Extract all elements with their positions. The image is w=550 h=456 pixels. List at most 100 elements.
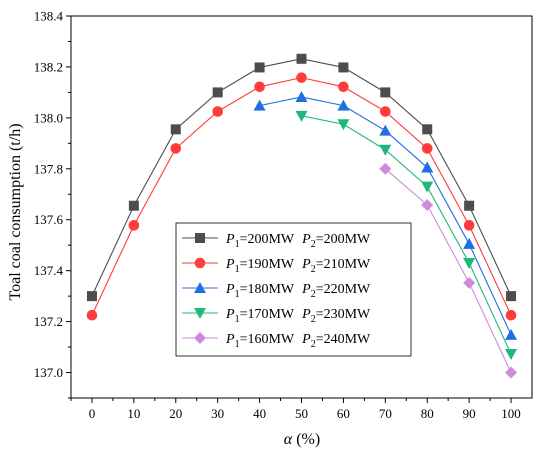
data-point: [379, 144, 392, 156]
legend-marker: [194, 332, 206, 344]
y-axis-ticks: 137.0 137.2 137.4 137.6 137.8 138.0 138.2 138.4: [34, 9, 71, 399]
data-point: [296, 53, 307, 64]
legend-p2-value: =240MW: [316, 332, 371, 347]
y-tick-label: 138.2: [34, 59, 63, 74]
legend-p1-subscript: 1: [235, 239, 240, 250]
legend-p1-subscript: 1: [235, 314, 240, 325]
legend-label: P1=200MW P2=200MW: [225, 232, 371, 250]
legend-item: P1=170MW P2=230MW: [182, 307, 371, 325]
x-axis-title: α (%): [284, 431, 320, 448]
data-point: [296, 72, 307, 83]
legend-p1-value: =180MW: [240, 282, 295, 297]
data-point: [295, 110, 308, 122]
legend-p2-symbol: P: [301, 232, 311, 247]
x-axis-symbol: α: [284, 431, 293, 448]
legend-p2-symbol: P: [301, 282, 311, 297]
series-2: [86, 72, 517, 321]
data-point: [379, 124, 392, 136]
data-point: [295, 90, 308, 102]
data-point: [337, 99, 350, 111]
series-3: [253, 90, 518, 340]
legend-marker: [194, 308, 206, 319]
data-point: [170, 124, 181, 135]
data-point: [338, 62, 349, 73]
data-point: [422, 124, 433, 135]
x-tick-label: 10: [127, 406, 140, 421]
legend-label: P1=190MW P2=210MW: [225, 257, 371, 275]
x-tick-label: 70: [379, 406, 392, 421]
data-point: [379, 162, 392, 175]
data-point: [464, 200, 475, 211]
legend-p2-symbol: P: [301, 257, 311, 272]
data-point: [505, 348, 518, 360]
x-tick-label: 50: [295, 406, 308, 421]
legend-p1-symbol: P: [225, 257, 235, 272]
data-point: [463, 220, 475, 231]
x-tick-label: 60: [337, 406, 350, 421]
x-tick-label: 0: [89, 406, 96, 421]
series-4: [295, 110, 518, 360]
data-point: [421, 198, 434, 211]
data-point: [253, 99, 266, 111]
legend-p1-value: =170MW: [240, 307, 295, 322]
data-point: [86, 309, 98, 321]
legend-label: P1=160MW P2=240MW: [225, 332, 371, 350]
legend-p1-symbol: P: [225, 282, 235, 297]
x-tick-label: 80: [421, 406, 434, 421]
x-axis-ticks: 0 10 20 30 40 50 60 70 80 90 100: [70, 398, 521, 421]
legend-label: P1=180MW P2=220MW: [225, 282, 371, 300]
legend-p1-symbol: P: [225, 332, 235, 347]
data-point: [254, 62, 265, 73]
y-axis-title: Toal coal consumption (t/h): [7, 123, 24, 300]
legend-p1-symbol: P: [225, 307, 235, 322]
legend-item: P1=180MW P2=220MW: [182, 282, 371, 300]
x-tick-label: 20: [169, 406, 182, 421]
legend-item: P1=200MW P2=200MW: [182, 232, 371, 250]
legend-p2-value: =230MW: [316, 307, 371, 322]
legend-p2-subscript: 2: [311, 314, 316, 325]
legend-p1-symbol: P: [225, 232, 235, 247]
y-tick-label: 137.6: [34, 212, 64, 227]
legend-p1-value: =200MW: [240, 232, 295, 247]
y-tick-label: 137.2: [34, 314, 63, 329]
data-point: [86, 291, 97, 302]
legend-p2-subscript: 2: [311, 239, 316, 250]
series-line: [301, 115, 512, 355]
x-axis-unit: (%): [292, 431, 320, 448]
data-point: [128, 220, 140, 231]
data-point: [505, 366, 518, 379]
x-tick-label: 90: [463, 406, 476, 421]
legend-item: P1=190MW P2=210MW: [182, 257, 371, 275]
y-tick-label: 137.4: [34, 263, 64, 278]
y-tick-label: 137.0: [34, 365, 63, 380]
legend-p2-subscript: 2: [311, 339, 316, 350]
legend-p1-subscript: 1: [235, 289, 240, 300]
data-point: [128, 200, 139, 211]
series-line: [384, 168, 512, 373]
legend-label: P1=170MW P2=230MW: [225, 307, 371, 325]
series-5: [379, 162, 518, 379]
y-tick-label: 138.0: [34, 110, 63, 125]
data-point: [463, 258, 476, 270]
data-point: [505, 328, 518, 340]
data-point: [212, 87, 223, 98]
data-point: [212, 106, 223, 117]
legend-p2-value: =210MW: [316, 257, 371, 272]
legend-p1-subscript: 1: [235, 339, 240, 350]
data-point: [337, 119, 350, 131]
legend-p1-subscript: 1: [235, 264, 240, 275]
series-1: [86, 53, 517, 302]
legend-p1-value: =190MW: [240, 257, 295, 272]
legend-marker: [194, 257, 206, 269]
data-point: [421, 143, 433, 154]
legend-p1-value: =160MW: [240, 332, 295, 347]
legend-p2-symbol: P: [301, 307, 311, 322]
data-point: [254, 81, 265, 93]
x-tick-label: 30: [211, 406, 224, 421]
data-point: [338, 81, 349, 93]
data-point: [463, 276, 476, 289]
data-point: [506, 291, 517, 302]
x-tick-label: 100: [501, 406, 521, 421]
